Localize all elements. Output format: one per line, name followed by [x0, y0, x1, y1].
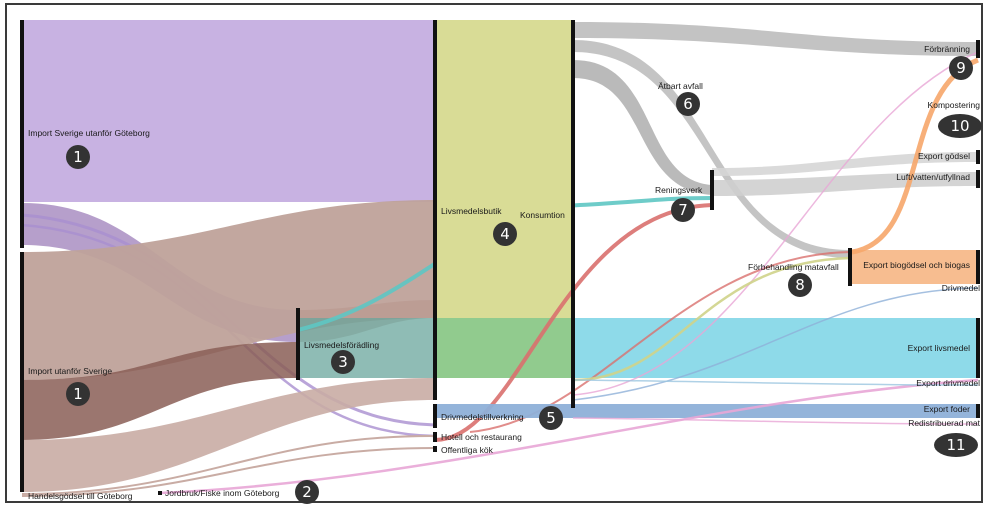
node-bar-export-livsmedel — [976, 318, 980, 378]
svg-text:1: 1 — [73, 385, 83, 403]
marker-forbehandling: 8 — [788, 273, 812, 297]
label-luft: Luft/vatten/utfyllnad — [896, 172, 970, 182]
marker-import-utanfor: 1 — [66, 382, 90, 406]
label-jordbruk: Jordbruk/Fiske inom Göteborg — [165, 488, 280, 498]
node-bar-export-foder — [976, 404, 980, 418]
node-bars — [20, 20, 980, 495]
flow-red-reningsverk — [434, 203, 713, 442]
svg-text:7: 7 — [678, 201, 688, 219]
label-konsumtion: Konsumtion — [520, 210, 565, 220]
label-atbart: Ätbart avfall — [658, 81, 703, 91]
flow-orange-up — [851, 57, 979, 255]
marker-kompostering: 10 — [938, 114, 982, 138]
label-redistribuerad: Redistribuerad mat — [908, 418, 980, 428]
label-kompostering: Kompostering — [928, 100, 981, 110]
node-bar-import-utanfor — [20, 252, 24, 492]
svg-text:5: 5 — [546, 409, 556, 427]
svg-text:1: 1 — [73, 148, 83, 166]
marker-butik: 4 — [493, 222, 517, 246]
marker-reningsverk: 7 — [671, 198, 695, 222]
label-import-sverige: Import Sverige utanför Göteborg — [28, 128, 150, 138]
flows — [21, 20, 979, 497]
node-bar-reningsverk — [710, 170, 714, 210]
label-forbranning: Förbränning — [924, 44, 970, 54]
label-drivmedelstillverkning: Drivmedelstillverkning — [441, 412, 524, 422]
svg-text:4: 4 — [500, 225, 510, 243]
flow-export-foder — [435, 404, 978, 418]
marker-forbranning: 9 — [949, 56, 973, 80]
marker-foradling: 3 — [331, 350, 355, 374]
label-import-utanfor: Import utanför Sverige — [28, 366, 112, 376]
flow-import-utanfor-foradling — [22, 342, 298, 440]
node-bar-hotell — [433, 432, 437, 442]
flow-blue-export-drivmedel — [572, 379, 979, 386]
label-forbehandling: Förbehandling matavfall — [748, 262, 839, 272]
label-export-drivmedel: Export drivmedel — [916, 378, 980, 388]
node-bar-drivmedelstillverkning — [433, 404, 437, 428]
label-export-biogodsel: Export biogödsel och biogas — [863, 260, 970, 270]
svg-text:11: 11 — [946, 436, 965, 454]
node-bar-jordbruk — [158, 491, 162, 495]
node-bar-forbranning — [976, 40, 980, 58]
node-bar-offentliga — [433, 446, 437, 452]
node-bar-import-sverige — [20, 20, 24, 248]
marker-jordbruk: 2 — [295, 480, 319, 504]
svg-text:2: 2 — [302, 483, 312, 501]
svg-text:6: 6 — [683, 95, 693, 113]
flow-forbehandling-export-biogodsel — [850, 250, 978, 284]
flow-pink-forbranning — [572, 51, 979, 396]
label-reningsverk: Reningsverk — [655, 185, 703, 195]
flow-konsumtion-forbehandling — [573, 40, 850, 258]
node-bar-konsumtion — [571, 20, 575, 408]
node-labels: Import Sverige utanför Göteborg Import u… — [28, 44, 981, 501]
frame — [5, 3, 983, 503]
flow-handelsgodsel-1 — [21, 434, 436, 495]
svg-text:3: 3 — [338, 353, 348, 371]
label-export-godsel: Export gödsel — [918, 151, 970, 161]
svg-text:8: 8 — [795, 276, 805, 294]
marker-drivmedelstillverkning: 5 — [539, 406, 563, 430]
node-bar-forbehandling — [848, 248, 852, 286]
node-bar-foradling — [296, 308, 300, 380]
label-butik: Livsmedelsbutik — [441, 206, 502, 216]
svg-text:9: 9 — [956, 59, 966, 77]
label-foradling: Livsmedelsförädling — [304, 340, 379, 350]
marker-atbart: 6 — [676, 92, 700, 116]
markers: 1 1 2 3 4 5 6 7 — [66, 56, 982, 504]
flow-pink-jordbruk — [159, 378, 979, 495]
label-drivmedel: Drivmedel — [942, 283, 980, 293]
flow-konsumtion-forbranning — [573, 22, 978, 56]
label-export-foder: Export foder — [924, 404, 970, 414]
label-export-livsmedel: Export livsmedel — [908, 343, 970, 353]
node-bar-export-godsel — [976, 150, 980, 164]
node-bar-export-biogodsel — [976, 250, 980, 284]
flow-yellow-strand — [572, 256, 851, 382]
node-bar-luft — [976, 170, 980, 188]
label-handelsgodsel: Handelsgödsel till Göteborg — [28, 491, 133, 501]
marker-import-sverige: 1 — [66, 145, 90, 169]
node-bar-butik — [433, 20, 437, 400]
flow-import-utanfor-lower — [22, 378, 435, 492]
flow-blue-drivmedel — [572, 287, 979, 401]
flow-handelsgodsel-2 — [21, 447, 436, 497]
label-offentliga: Offentliga kök — [441, 445, 494, 455]
flow-konsumtion-atbart — [573, 60, 712, 195]
flow-import-utanfor-butik — [22, 200, 435, 380]
flow-import-sverige-butik — [22, 20, 435, 202]
node-fill-butik — [435, 20, 573, 318]
flow-pink-redistribuerad — [572, 417, 979, 425]
flow-red-forbehandling — [469, 251, 851, 433]
flow-butik-export-livsmedel — [573, 318, 978, 378]
flow-green-mid — [435, 318, 573, 378]
svg-text:10: 10 — [950, 117, 969, 135]
marker-redistribuerad: 11 — [934, 433, 978, 457]
label-hotell: Hotell och restaurang — [441, 432, 522, 442]
